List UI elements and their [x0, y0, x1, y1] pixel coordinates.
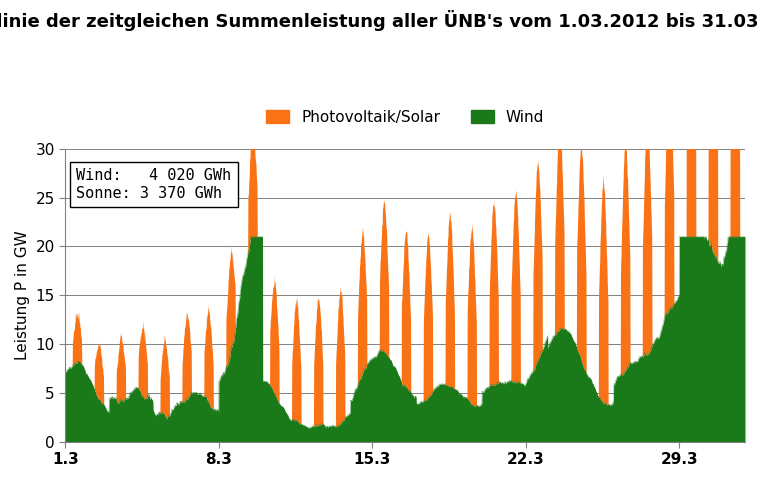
Text: Ganglinie der zeitgleichen Summenleistung aller ÜNB's vom 1.03.2012 bis 31.03.20: Ganglinie der zeitgleichen Summenleistun… [0, 10, 760, 31]
Text: Wind:   4 020 GWh
Sonne: 3 370 GWh: Wind: 4 020 GWh Sonne: 3 370 GWh [76, 168, 232, 201]
Legend: Photovoltaik/Solar, Wind: Photovoltaik/Solar, Wind [260, 104, 550, 131]
Y-axis label: Leistung P in GW: Leistung P in GW [15, 230, 30, 360]
